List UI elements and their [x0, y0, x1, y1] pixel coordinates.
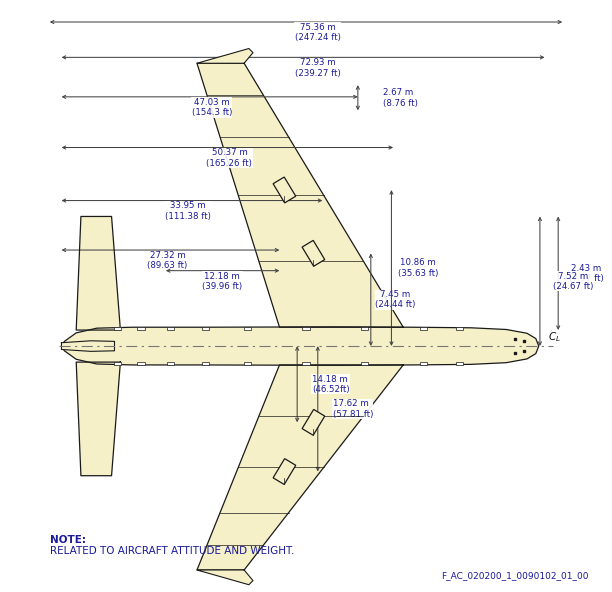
Text: 72.93 m
(239.27 ft): 72.93 m (239.27 ft) — [295, 58, 341, 78]
Polygon shape — [197, 49, 253, 63]
Polygon shape — [273, 177, 296, 203]
Text: RELATED TO AIRCRAFT ATTITUDE AND WEIGHT.: RELATED TO AIRCRAFT ATTITUDE AND WEIGHT. — [50, 546, 294, 556]
Bar — [203, 362, 209, 365]
Text: 12.18 m
(39.96 ft): 12.18 m (39.96 ft) — [203, 272, 242, 291]
Polygon shape — [76, 217, 121, 330]
Polygon shape — [197, 63, 403, 327]
Text: 7.45 m
(24.44 ft): 7.45 m (24.44 ft) — [375, 290, 416, 310]
Polygon shape — [302, 240, 325, 266]
Bar — [167, 327, 174, 330]
Bar — [167, 362, 174, 365]
Bar — [362, 362, 368, 365]
Bar — [244, 362, 250, 365]
Bar — [203, 327, 209, 330]
Polygon shape — [61, 341, 114, 352]
Text: NOTE:: NOTE: — [50, 536, 86, 545]
Text: 2.67 m
(8.76 ft): 2.67 m (8.76 ft) — [383, 88, 418, 108]
Text: 17.62 m
(57.81 ft): 17.62 m (57.81 ft) — [332, 399, 373, 419]
Bar — [114, 362, 121, 365]
Bar — [420, 327, 427, 330]
Bar — [244, 327, 250, 330]
Text: 2.43 m
(7.97 ft): 2.43 m (7.97 ft) — [569, 263, 603, 283]
Text: 33.95 m
(111.38 ft): 33.95 m (111.38 ft) — [165, 201, 211, 221]
Polygon shape — [302, 410, 325, 435]
Polygon shape — [197, 570, 253, 585]
Text: 14.18 m
(46.52ft): 14.18 m (46.52ft) — [312, 375, 349, 394]
Text: 47.03 m
(154.3 ft): 47.03 m (154.3 ft) — [192, 98, 232, 117]
Text: 27.32 m
(89.63 ft): 27.32 m (89.63 ft) — [147, 251, 188, 271]
Polygon shape — [61, 327, 539, 365]
Text: 50.37 m
(165.26 ft): 50.37 m (165.26 ft) — [206, 149, 252, 168]
Text: F_AC_020200_1_0090102_01_00: F_AC_020200_1_0090102_01_00 — [441, 571, 589, 580]
Text: 7.52 m
(24.67 ft): 7.52 m (24.67 ft) — [553, 272, 593, 291]
Bar — [456, 362, 463, 365]
Polygon shape — [273, 459, 296, 484]
Bar — [138, 362, 144, 365]
Bar — [114, 327, 121, 330]
Polygon shape — [197, 365, 403, 570]
Text: $\mathit{C}_L$: $\mathit{C}_L$ — [548, 330, 561, 345]
Bar — [138, 327, 144, 330]
Text: 75.36 m
(247.24 ft): 75.36 m (247.24 ft) — [295, 23, 341, 42]
Polygon shape — [76, 362, 121, 476]
Bar — [420, 362, 427, 365]
Bar — [362, 327, 368, 330]
Bar — [456, 327, 463, 330]
Bar — [302, 327, 310, 330]
Bar — [302, 362, 310, 365]
Text: 10.86 m
(35.63 ft): 10.86 m (35.63 ft) — [398, 258, 438, 278]
